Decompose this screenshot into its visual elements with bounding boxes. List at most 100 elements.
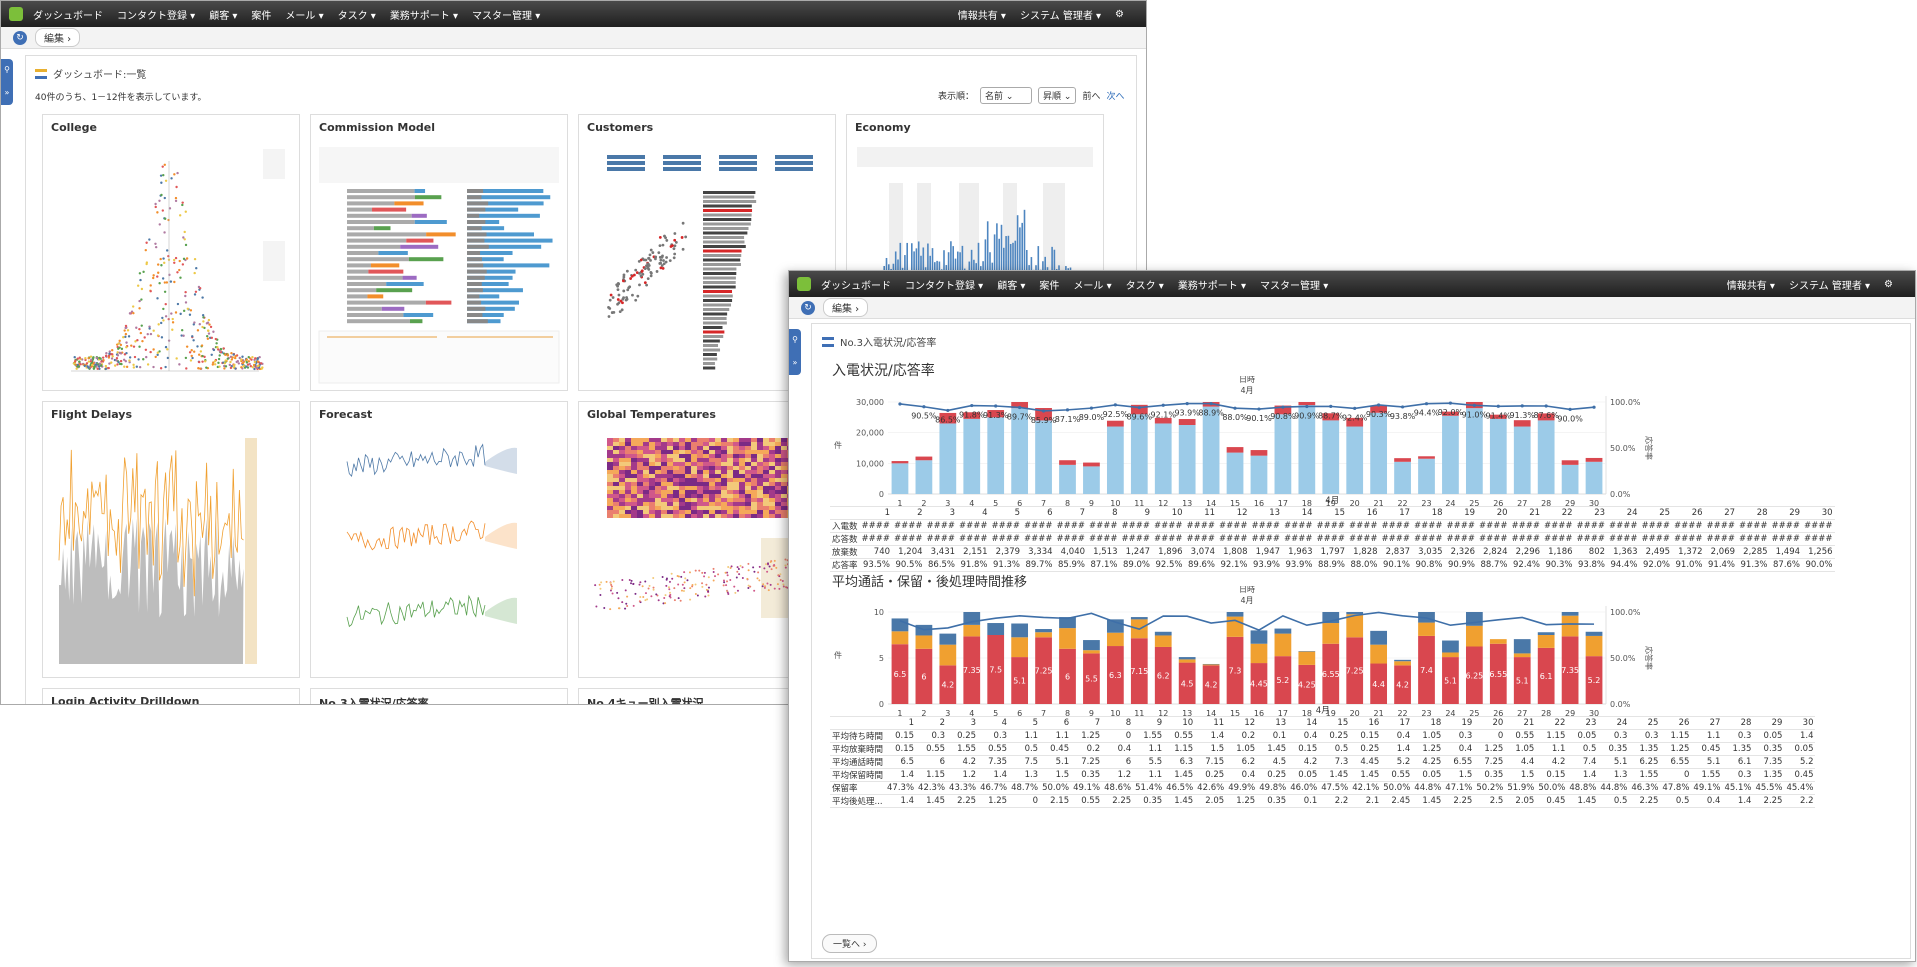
nav-customer[interactable]: 顧客 ▾	[997, 277, 1025, 292]
talk-time-label: 6.25	[1465, 671, 1483, 680]
table-day-header: 16	[1347, 507, 1380, 520]
nav-support[interactable]: 業務サポート ▾	[390, 7, 458, 22]
prev-link[interactable]: 前へ	[1082, 89, 1100, 102]
talk-time-label: 5.5	[1085, 675, 1098, 684]
nav-mail[interactable]: メール ▾	[1073, 277, 1111, 292]
search-rail-tab[interactable]: ⚲»	[789, 329, 801, 375]
nav-mail[interactable]: メール ▾	[285, 7, 323, 22]
thumb-dot	[733, 586, 735, 588]
thumb-cell	[619, 474, 625, 478]
thumb-cell	[715, 438, 721, 442]
thumb-dot	[608, 315, 611, 318]
nav-deal[interactable]: 案件	[251, 7, 271, 22]
refresh-icon[interactable]: ↻	[13, 31, 27, 45]
nav-master[interactable]: マスター管理 ▾	[472, 7, 540, 22]
back-to-list-button[interactable]: 一覧へ ›	[822, 934, 877, 953]
thumb-dot	[671, 573, 673, 575]
thumb-cell	[607, 462, 613, 466]
thumb-bar	[467, 201, 488, 205]
thumb-bar	[929, 256, 931, 271]
nav-user-menu[interactable]: システム 管理者 ▾	[1020, 7, 1101, 22]
card-flight-delays[interactable]: Flight Delays	[42, 401, 300, 678]
refresh-icon[interactable]: ↻	[801, 301, 815, 315]
thumb-cell	[655, 450, 661, 454]
thumb-dot	[78, 360, 80, 362]
nav-task[interactable]: タスク ▾	[338, 7, 376, 22]
table-cell: 0.15	[1350, 729, 1381, 742]
thumb-cell	[649, 502, 655, 506]
thumb-dot	[599, 594, 601, 596]
thumb-dot	[779, 573, 781, 575]
thumb-dot	[123, 366, 125, 368]
thumb-cell	[757, 486, 763, 490]
answered-bar	[1155, 423, 1172, 494]
nav-deal[interactable]: 案件	[1039, 277, 1059, 292]
nav-task[interactable]: タスク ▾	[1126, 277, 1164, 292]
next-link[interactable]: 次へ	[1106, 89, 1124, 102]
card-no3[interactable]: No.3入電状況/応答率	[310, 688, 568, 705]
card-forecast[interactable]: Forecast	[310, 401, 568, 678]
thumb-dot	[632, 583, 634, 585]
thumb-cell	[637, 510, 643, 514]
table-cell: ####	[1282, 519, 1315, 532]
table-cell: 4.4	[1505, 755, 1536, 768]
table-cell: 2,326	[1445, 545, 1478, 558]
nav-contact[interactable]: コンタクト登録 ▾	[117, 7, 195, 22]
thumb-dot	[725, 584, 727, 586]
thumb-cell	[649, 458, 655, 462]
thumb-cell	[625, 498, 631, 502]
thumb-bar	[347, 294, 367, 298]
table-cell: 2.25	[1102, 794, 1133, 807]
nav-info-share[interactable]: 情報共有 ▾	[1727, 277, 1775, 292]
edit-button[interactable]: 編集 ›	[823, 298, 868, 317]
table-cell: 1.4	[1722, 794, 1753, 807]
sort-select[interactable]: 名前 ⌄	[980, 87, 1032, 104]
nav-support[interactable]: 業務サポート ▾	[1178, 277, 1246, 292]
settings-gear-icon[interactable]: ⚙	[1884, 279, 1893, 290]
table-cell: ####	[1770, 532, 1803, 545]
table-cell: 1.35	[1722, 742, 1753, 755]
card-commission-model[interactable]: Commission Model	[310, 114, 568, 391]
thumb-cell	[673, 450, 679, 454]
answer-rate-line	[900, 403, 1594, 411]
thumb-dot	[121, 348, 123, 350]
settings-gear-icon[interactable]: ⚙	[1115, 9, 1124, 20]
nav-dashboard[interactable]: ダッシュボード	[33, 7, 103, 22]
nav-info-share[interactable]: 情報共有 ▾	[958, 7, 1006, 22]
thumb-dot	[703, 575, 705, 577]
answer-rate-point	[898, 402, 901, 405]
thumb-dot	[185, 244, 187, 246]
thumb-bar	[911, 243, 913, 271]
table-day-header: 30	[1784, 717, 1815, 730]
card-login-activity[interactable]: Login Activity Drilldown	[42, 688, 300, 705]
thumb-cell	[613, 506, 619, 510]
nav-dashboard[interactable]: ダッシュボード	[821, 277, 891, 292]
nav-user-menu[interactable]: システム 管理者 ▾	[1789, 277, 1870, 292]
nav-contact[interactable]: コンタクト登録 ▾	[905, 277, 983, 292]
rate-label: 87.6%	[1533, 411, 1559, 420]
thumb-cell	[625, 502, 631, 506]
thumb-dot	[662, 259, 665, 262]
table-cell: ####	[1640, 519, 1673, 532]
card-college[interactable]: College	[42, 114, 300, 391]
table-cell: 88.9%	[1315, 558, 1348, 571]
nav-customer[interactable]: 顧客 ▾	[209, 7, 237, 22]
thumb-cell	[745, 458, 751, 462]
thumb-cell	[631, 478, 637, 482]
thumb-dot	[681, 590, 683, 592]
thumb-dot	[111, 349, 113, 351]
table-cell: ####	[1445, 532, 1478, 545]
thumb-dot	[736, 576, 738, 578]
thumb-cell	[721, 446, 727, 450]
thumb-dot	[673, 232, 676, 235]
thumb-dot	[236, 361, 238, 363]
thumb-cell	[769, 502, 775, 506]
table-cell: 1,797	[1315, 545, 1348, 558]
search-rail-tab[interactable]: ⚲»	[1, 59, 13, 105]
nav-master[interactable]: マスター管理 ▾	[1260, 277, 1328, 292]
thumb-cell	[661, 490, 667, 494]
thumb-bar	[971, 250, 973, 271]
edit-button[interactable]: 編集 ›	[35, 28, 80, 47]
thumb-cell	[727, 502, 733, 506]
order-select[interactable]: 昇順 ⌄	[1038, 87, 1076, 104]
